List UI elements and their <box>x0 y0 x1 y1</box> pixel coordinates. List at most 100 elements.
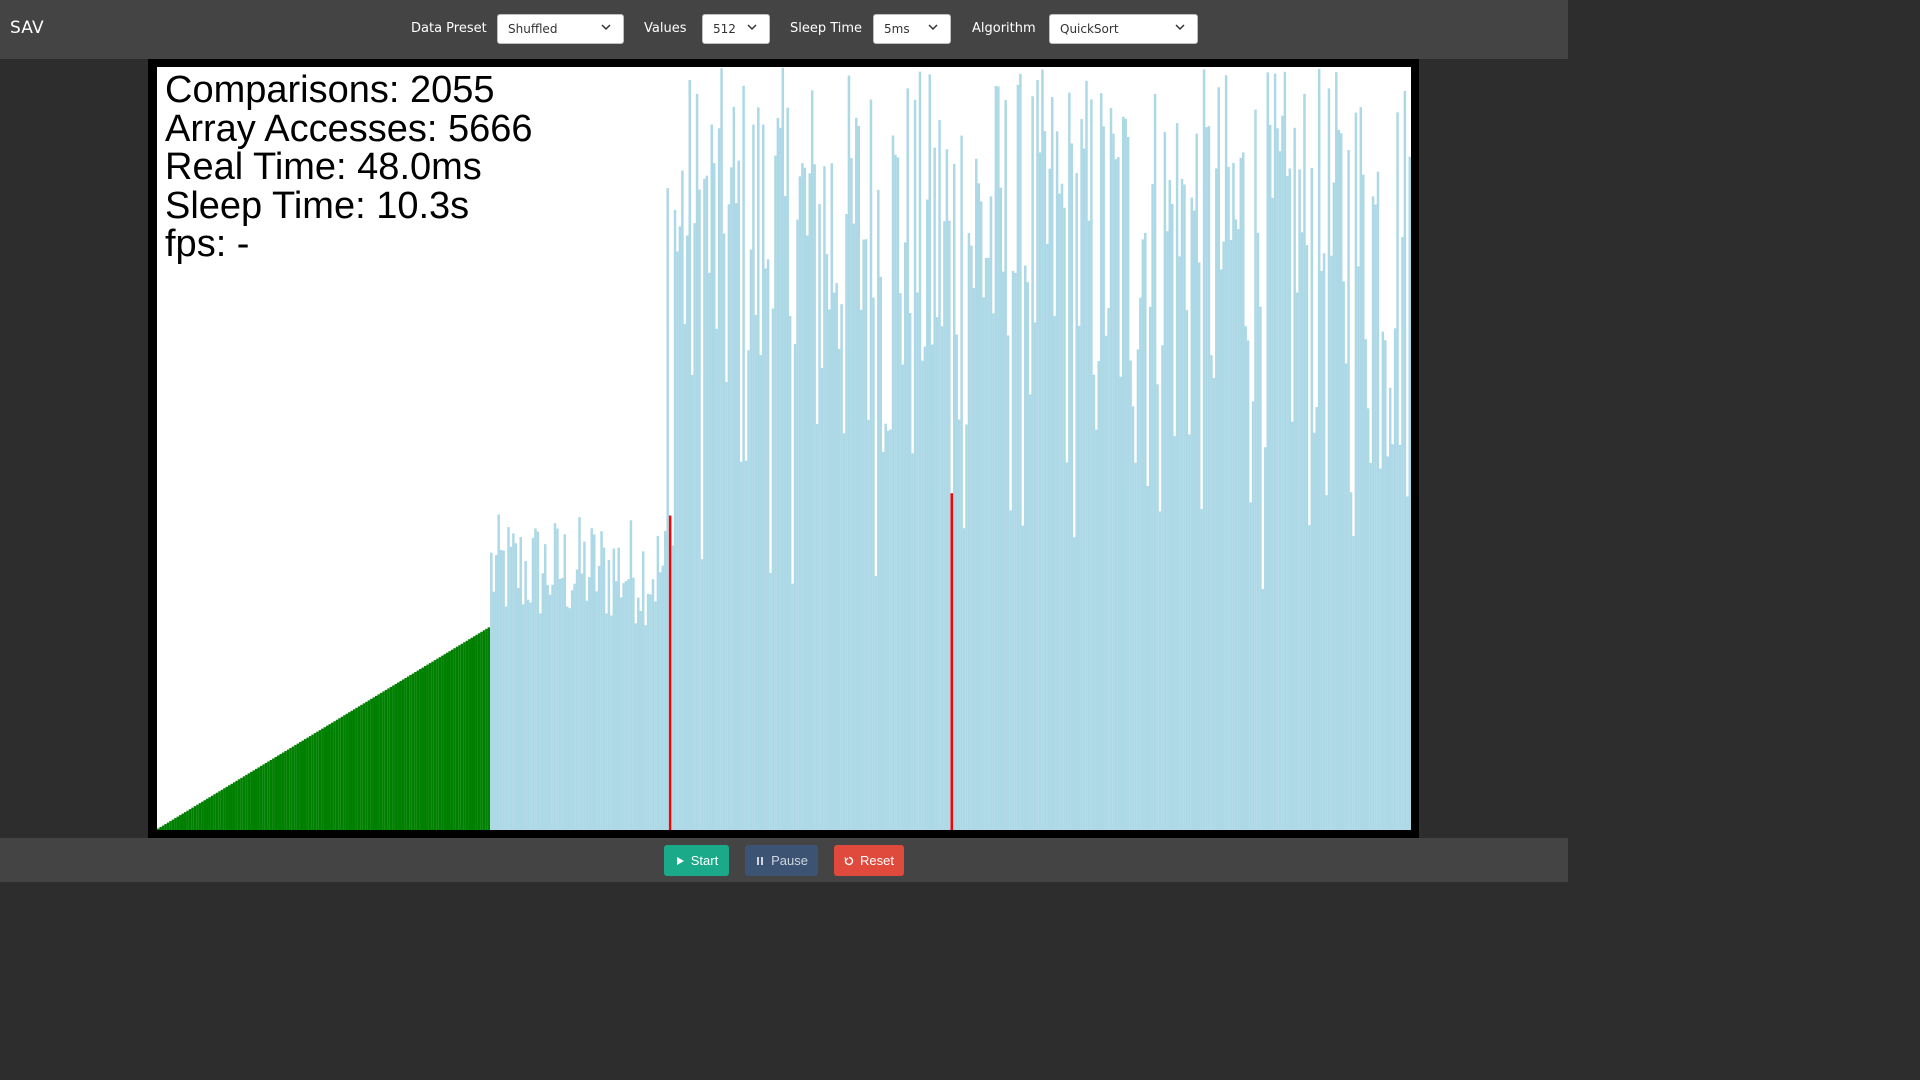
chevron-down-icon <box>928 24 938 31</box>
unsorted-bar <box>1310 167 1314 830</box>
reset-button[interactable]: Reset <box>834 845 904 876</box>
sorted-bar <box>399 680 402 830</box>
unsorted-bar <box>1006 335 1010 830</box>
unsorted-bar <box>732 106 736 830</box>
unsorted-bar <box>651 579 655 830</box>
bars-chart <box>157 67 1411 830</box>
unsorted-bar <box>901 364 905 830</box>
unsorted-bar <box>558 578 562 830</box>
sorted-bar <box>166 822 170 830</box>
unsorted-bar <box>928 74 931 830</box>
unsorted-bar <box>1330 255 1333 830</box>
sorted-bar <box>355 707 358 830</box>
algorithm-select[interactable]: QuickSort <box>1049 14 1198 44</box>
unsorted-bar <box>1195 133 1198 830</box>
sorted-bar <box>159 827 162 830</box>
chevron-down-icon <box>747 24 757 31</box>
unsorted-bar <box>1325 495 1328 830</box>
start-button[interactable]: Start <box>664 845 729 876</box>
unsorted-bar <box>1305 245 1309 830</box>
unsorted-bar <box>524 561 527 830</box>
unsorted-bar <box>607 559 611 830</box>
data-preset-select[interactable]: Shuffled <box>497 14 624 44</box>
sorted-bar <box>240 777 243 830</box>
sorted-bar <box>250 771 253 830</box>
sorted-bar <box>463 642 466 830</box>
unsorted-bar <box>700 559 704 830</box>
unsorted-bar <box>637 597 640 830</box>
sorted-bar <box>259 765 263 830</box>
unsorted-bar <box>1386 456 1390 830</box>
sorted-bar <box>313 733 317 830</box>
unsorted-bar <box>1104 335 1108 830</box>
pause-button[interactable]: Pause <box>745 845 818 876</box>
unsorted-bar <box>796 219 799 830</box>
unsorted-bar <box>828 309 831 830</box>
unsorted-bar <box>1092 374 1096 830</box>
sorted-bar <box>482 630 486 830</box>
unsorted-bar <box>992 313 995 830</box>
unsorted-bar <box>656 536 660 830</box>
unsorted-bar <box>597 565 601 830</box>
sorted-bar <box>179 815 182 830</box>
sorted-bar <box>269 759 273 830</box>
sorted-bar <box>379 692 383 830</box>
unsorted-bar <box>641 551 645 830</box>
unsorted-bar <box>1337 129 1341 830</box>
unsorted-bar <box>1197 262 1201 830</box>
unsorted-bar <box>908 312 912 830</box>
sorted-bar <box>394 683 398 830</box>
unsorted-bar <box>921 360 924 830</box>
unsorted-bar <box>1232 162 1235 830</box>
unsorted-bar <box>1219 269 1223 830</box>
sorted-bar <box>472 636 476 830</box>
unsorted-bar <box>1298 169 1301 830</box>
sorted-bar <box>431 661 434 830</box>
sorted-bar <box>201 801 204 830</box>
unsorted-bar <box>806 235 809 830</box>
unsorted-bar <box>989 196 993 830</box>
unsorted-bar <box>886 430 890 830</box>
unsorted-bar <box>585 600 589 830</box>
unsorted-bar <box>663 531 667 830</box>
unsorted-bar <box>632 577 635 830</box>
values-select[interactable]: 512 <box>702 14 770 44</box>
unsorted-bar <box>862 239 865 830</box>
sorted-bar <box>232 782 236 830</box>
sorted-bar <box>377 694 380 830</box>
unsorted-bar <box>1036 79 1039 830</box>
unsorted-bar <box>774 155 777 830</box>
unsorted-bar <box>972 288 976 830</box>
sorted-bar <box>264 762 268 830</box>
unsorted-bar <box>930 344 934 830</box>
sleep-time-select[interactable]: 5ms <box>873 14 951 44</box>
unsorted-bar <box>962 528 966 830</box>
unsorted-bar <box>725 382 728 830</box>
unsorted-bar <box>1190 197 1194 830</box>
sorted-bar <box>436 658 439 830</box>
sorted-bar <box>468 639 471 830</box>
sorted-bar <box>330 722 334 830</box>
unsorted-bar <box>1185 310 1189 830</box>
unsorted-bar <box>521 604 525 830</box>
unsorted-bar <box>1401 237 1404 830</box>
unsorted-bar <box>578 517 581 830</box>
sorted-bar <box>465 640 469 830</box>
unsorted-bar <box>610 615 613 830</box>
sorted-bar <box>277 755 280 830</box>
unsorted-bar <box>1161 345 1164 830</box>
unsorted-bar <box>948 220 951 830</box>
sorted-bar <box>453 648 456 830</box>
sorted-bar <box>409 675 412 830</box>
unsorted-bar <box>1139 297 1142 830</box>
unsorted-bar <box>1024 265 1027 830</box>
unsorted-bar <box>1332 182 1336 830</box>
unsorted-bar <box>590 528 594 830</box>
unsorted-bar <box>1366 408 1370 830</box>
unsorted-bar <box>686 235 689 830</box>
sorted-bar <box>323 727 327 830</box>
unsorted-bar <box>543 544 547 830</box>
unsorted-bar <box>791 583 794 830</box>
unsorted-bar <box>872 297 875 830</box>
unsorted-bar <box>1276 128 1279 830</box>
